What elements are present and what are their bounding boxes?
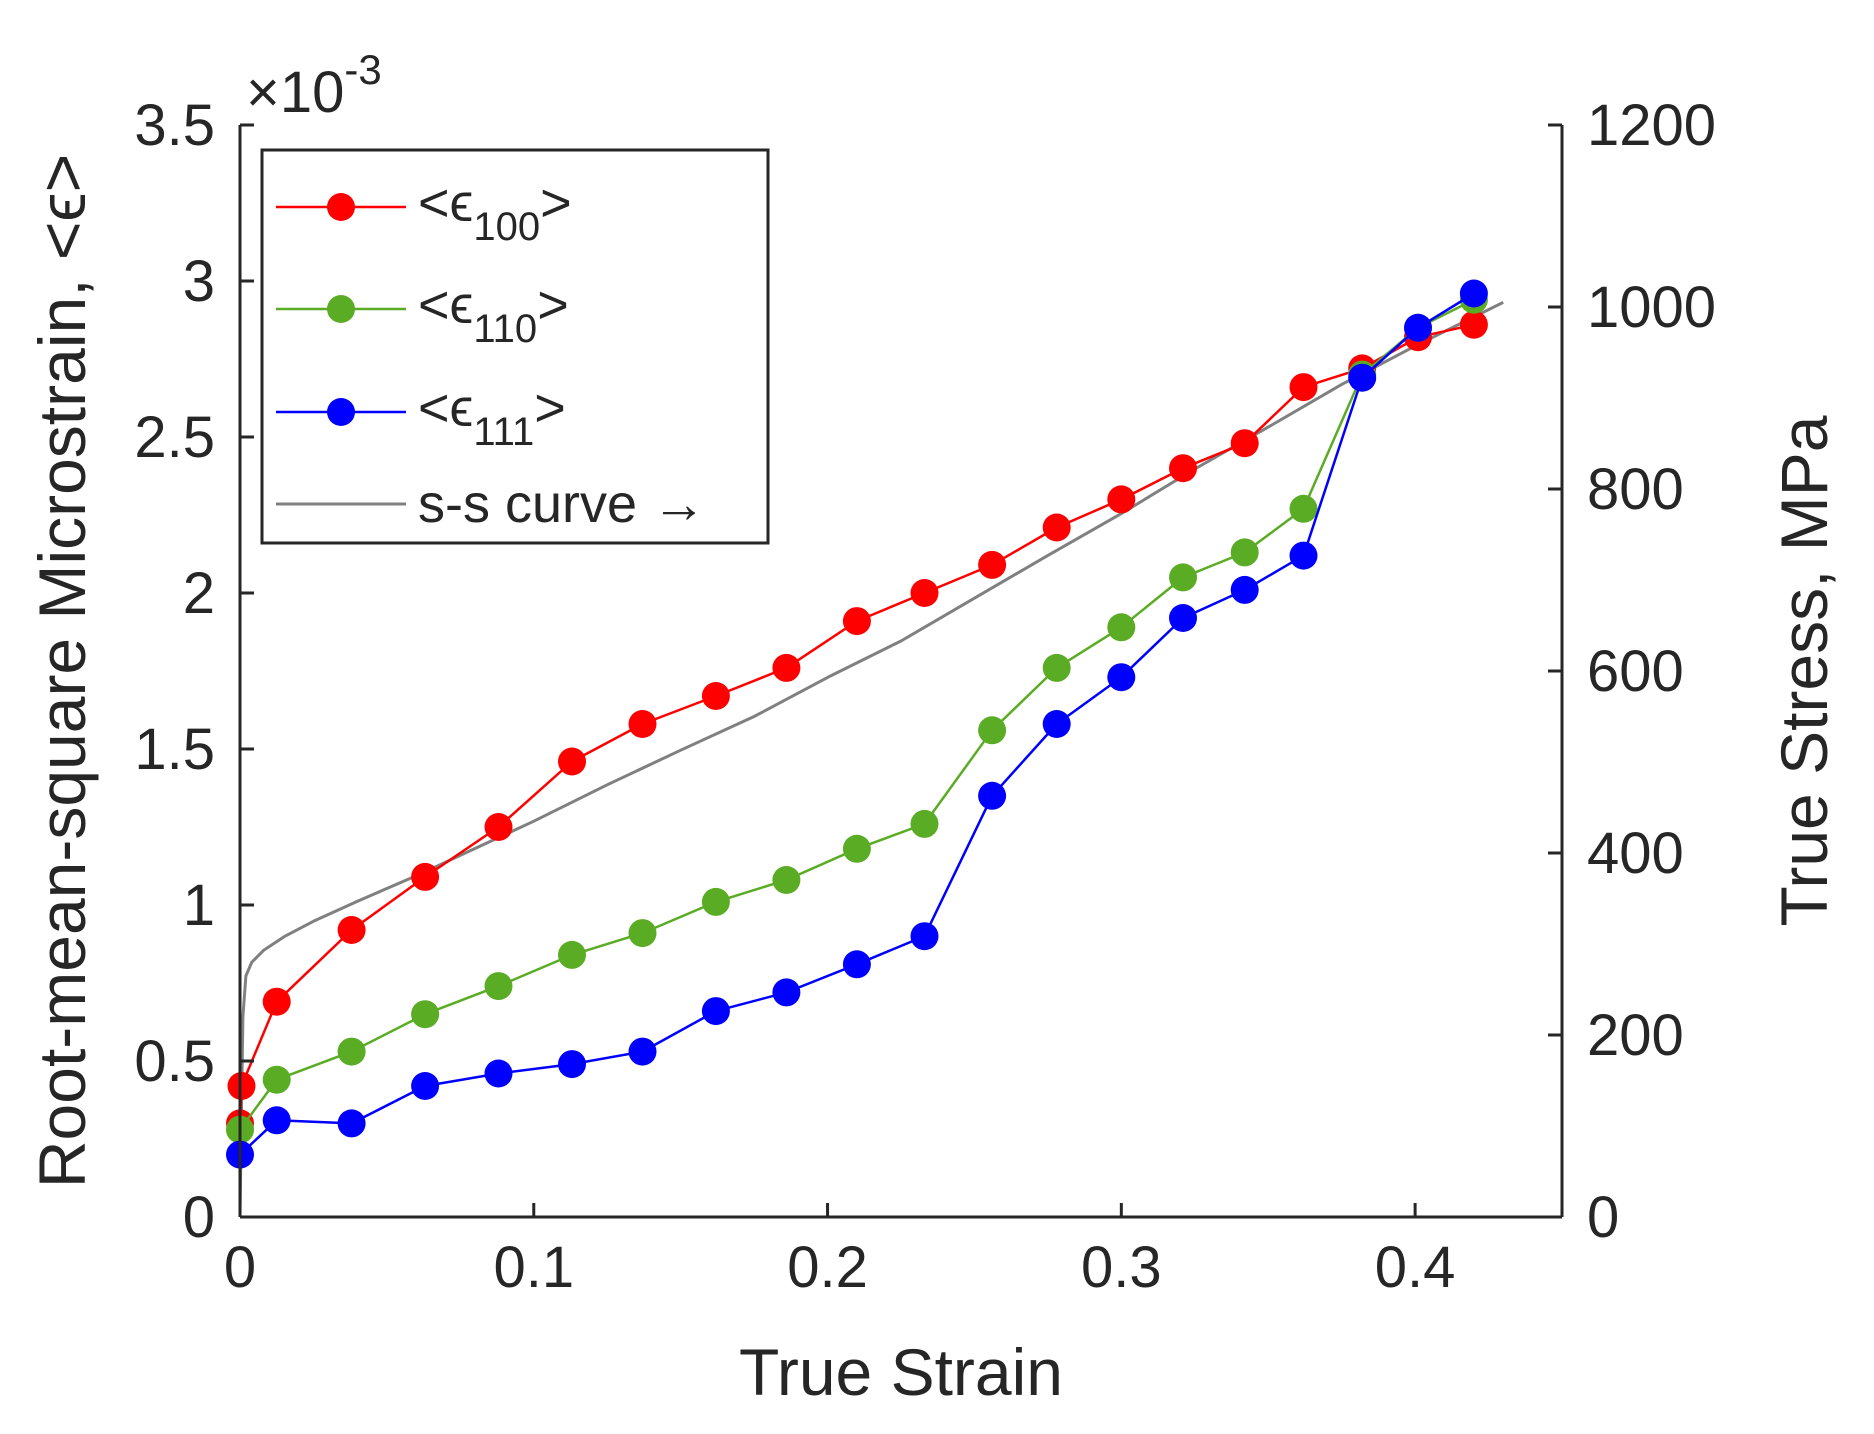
series-0-point	[337, 916, 366, 944]
series-1-point	[772, 866, 801, 894]
series-1-point	[1042, 653, 1071, 682]
legend: <ϵ100> <ϵ110> <ϵ111> s-s curve →	[260, 148, 770, 545]
legend-entry-eps100: <ϵ100>	[276, 173, 572, 249]
x-tick-label: 0.1	[493, 1235, 574, 1300]
legend-entry-ss-curve: s-s curve →	[276, 474, 706, 534]
legend-entry-eps111: <ϵ111>	[276, 378, 566, 454]
ticks-layer: 0 0.1 0.2 0.3 0.4 0 0.5 1 1.5 2 2.5 3 3.5 0 200 400 600 8…	[134, 93, 1716, 1300]
legend-label-eps100: <ϵ100>	[418, 173, 572, 249]
y-exponent-base: ×10	[246, 60, 344, 125]
legend-marker-eps110	[327, 295, 355, 323]
x-tick-label: 0	[224, 1235, 256, 1300]
series-2-point	[772, 978, 801, 1007]
y-tick-label: 3	[183, 249, 215, 314]
y-tick-label: 2	[183, 561, 215, 626]
series-0-point	[1107, 485, 1136, 514]
y-exponent-power: -3	[344, 46, 381, 93]
y2-axis-title: True Stress, MPa	[1767, 415, 1841, 926]
series-2-point	[701, 997, 730, 1026]
y2-tick-label: 600	[1587, 639, 1684, 704]
y-tick-label: 2.5	[134, 405, 215, 470]
series-2-point	[842, 950, 871, 979]
series-2-point	[262, 1106, 291, 1135]
series-0-point	[262, 987, 291, 1016]
y2-tick-label: 800	[1587, 457, 1684, 522]
y2-tick-label: 200	[1587, 1003, 1684, 1068]
series-0-point	[910, 579, 939, 607]
series-2-point	[1289, 541, 1318, 570]
series-0-point	[1169, 454, 1197, 483]
series-0-point	[484, 813, 513, 841]
series-2-point	[1042, 710, 1071, 738]
y-tick-label: 0.5	[134, 1029, 215, 1094]
y2-tick-label: 1000	[1587, 275, 1716, 340]
series-1-point	[484, 972, 513, 1001]
y-tick-label: 3.5	[134, 93, 215, 158]
legend-entry-eps110: <ϵ110>	[276, 275, 569, 351]
series-1-point	[628, 919, 657, 948]
series-2-point	[1169, 604, 1197, 632]
x-tick-label: 0.2	[787, 1235, 868, 1300]
y2-tick-label: 1200	[1587, 93, 1716, 158]
series-2-point	[1348, 363, 1377, 392]
series-1-point	[1169, 563, 1197, 592]
y-axis-title: Root-mean-square Microstrain, <ϵ>	[25, 154, 99, 1188]
series-2-point	[628, 1037, 657, 1066]
series-1-point	[411, 1000, 440, 1029]
legend-marker-eps100	[327, 193, 355, 221]
legend-marker-eps111	[327, 398, 355, 426]
y-tick-label: 0	[183, 1185, 215, 1250]
series-2-point	[337, 1109, 366, 1138]
legend-label-eps111: <ϵ111>	[418, 378, 566, 454]
y2-tick-label: 400	[1587, 821, 1684, 886]
series-1-point	[262, 1065, 291, 1094]
series-2-point	[1230, 575, 1259, 604]
series-2-point	[1404, 313, 1432, 342]
series-0-point	[842, 607, 871, 636]
series-0-point	[1042, 513, 1071, 542]
series-0-point	[701, 682, 730, 710]
series-1-point	[558, 940, 586, 969]
series-0-point	[1230, 429, 1259, 458]
series-0-point	[1289, 373, 1318, 402]
series-2-point	[558, 1050, 586, 1079]
series-1-point	[1107, 613, 1136, 642]
series-1-point	[842, 834, 871, 863]
series-1-point	[1230, 538, 1259, 567]
series-2-point	[1459, 279, 1488, 308]
x-tick-label: 0.4	[1375, 1235, 1456, 1300]
series-2-point	[910, 922, 939, 951]
series-2	[226, 279, 1488, 1169]
y-exponent-label: ×10-3	[246, 46, 382, 125]
x-tick-label: 0.3	[1081, 1235, 1162, 1300]
series-1-point	[978, 716, 1007, 745]
series-layer	[226, 279, 1504, 1218]
series-1-point	[337, 1037, 366, 1066]
series-0-point	[978, 550, 1007, 579]
series-0-point	[411, 862, 440, 891]
x-axis-title: True Strain	[739, 1335, 1063, 1409]
series-0-point	[772, 653, 801, 682]
series-1-point	[910, 809, 939, 838]
series-1-point	[1289, 494, 1318, 523]
series-2-point	[978, 781, 1007, 810]
y2-tick-label: 0	[1587, 1185, 1619, 1250]
series-2-point	[411, 1072, 440, 1100]
legend-label-eps110: <ϵ110>	[418, 275, 569, 351]
series-1-point	[701, 887, 730, 916]
series-0-point	[558, 747, 586, 776]
series-0-point	[628, 710, 657, 738]
y-tick-label: 1.5	[134, 717, 215, 782]
series-0-point	[1459, 310, 1488, 339]
legend-label-ss-curve: s-s curve →	[418, 474, 706, 534]
series-2-point	[1107, 663, 1136, 692]
y-tick-label: 1	[183, 873, 215, 938]
series-2-point	[484, 1059, 513, 1088]
